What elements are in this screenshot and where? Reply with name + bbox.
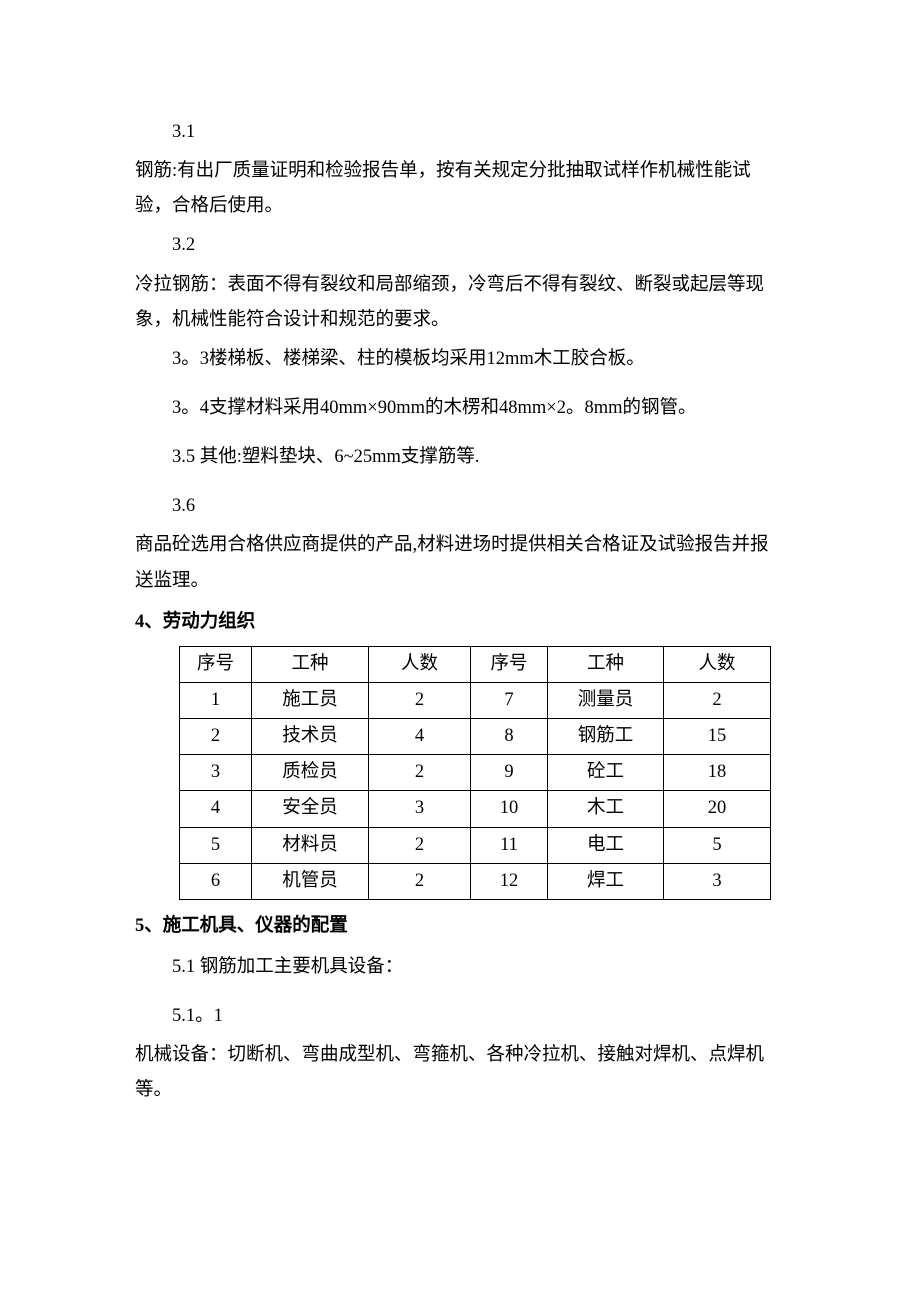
table-cell: 2 <box>369 827 471 863</box>
th-idx1: 序号 <box>180 646 252 682</box>
table-cell: 3 <box>664 863 771 899</box>
table-cell: 2 <box>664 682 771 718</box>
table-cell: 5 <box>180 827 252 863</box>
table-cell: 木工 <box>548 791 664 827</box>
th-count2: 人数 <box>664 646 771 682</box>
table-cell: 测量员 <box>548 682 664 718</box>
table-cell: 5 <box>664 827 771 863</box>
table-row: 4安全员310木工20 <box>180 791 771 827</box>
table-cell: 6 <box>180 863 252 899</box>
section-3-1-num: 3.1 <box>135 115 785 150</box>
table-cell: 砼工 <box>548 755 664 791</box>
table-cell: 钢筋工 <box>548 719 664 755</box>
table-cell: 施工员 <box>252 682 369 718</box>
table-cell: 焊工 <box>548 863 664 899</box>
table-cell: 技术员 <box>252 719 369 755</box>
table-row: 2技术员48钢筋工15 <box>180 719 771 755</box>
table-row: 5材料员211电工5 <box>180 827 771 863</box>
table-row: 3质检员29砼工18 <box>180 755 771 791</box>
table-cell: 15 <box>664 719 771 755</box>
table-cell: 2 <box>369 863 471 899</box>
table-cell: 3 <box>180 755 252 791</box>
th-idx2: 序号 <box>471 646 548 682</box>
section-3-6-text: 商品砼选用合格供应商提供的产品,材料进场时提供相关合格证及试验报告并报送监理。 <box>135 528 785 598</box>
section-3-6-num: 3.6 <box>135 489 785 524</box>
table-cell: 8 <box>471 719 548 755</box>
table-cell: 4 <box>180 791 252 827</box>
table-cell: 质检员 <box>252 755 369 791</box>
section-3-1-text: 钢筋:有出厂质量证明和检验报告单，按有关规定分批抽取试样作机械性能试验，合格后使… <box>135 154 785 224</box>
section-5-1-1-num: 5.1。1 <box>135 999 785 1034</box>
heading-4: 4、劳动力组织 <box>135 605 785 640</box>
section-5-1: 5.1 钢筋加工主要机具设备： <box>135 950 785 985</box>
table-cell: 材料员 <box>252 827 369 863</box>
section-3-5: 3.5 其他:塑料垫块、6~25mm支撑筋等. <box>135 440 785 475</box>
table-cell: 安全员 <box>252 791 369 827</box>
th-type1: 工种 <box>252 646 369 682</box>
section-3-2-num: 3.2 <box>135 228 785 263</box>
table-cell: 11 <box>471 827 548 863</box>
table-cell: 10 <box>471 791 548 827</box>
th-count1: 人数 <box>369 646 471 682</box>
table-cell: 18 <box>664 755 771 791</box>
labor-table: 序号 工种 人数 序号 工种 人数 1施工员27测量员22技术员48钢筋工153… <box>179 646 771 900</box>
section-3-3: 3。3楼梯板、楼梯梁、柱的模板均采用12mm木工胶合板。 <box>135 342 785 377</box>
table-row: 1施工员27测量员2 <box>180 682 771 718</box>
table-cell: 电工 <box>548 827 664 863</box>
section-3-4: 3。4支撑材料采用40mm×90mm的木楞和48mm×2。8mm的钢管。 <box>135 391 785 426</box>
table-cell: 12 <box>471 863 548 899</box>
table-cell: 2 <box>369 755 471 791</box>
table-cell: 20 <box>664 791 771 827</box>
heading-5: 5、施工机具、仪器的配置 <box>135 909 785 944</box>
table-cell: 机管员 <box>252 863 369 899</box>
table-cell: 2 <box>369 682 471 718</box>
table-cell: 1 <box>180 682 252 718</box>
section-3-2-text: 冷拉钢筋：表面不得有裂纹和局部缩颈，冷弯后不得有裂纹、断裂或起层等现象，机械性能… <box>135 268 785 338</box>
table-row: 6机管员212焊工3 <box>180 863 771 899</box>
table-header-row: 序号 工种 人数 序号 工种 人数 <box>180 646 771 682</box>
th-type2: 工种 <box>548 646 664 682</box>
table-cell: 9 <box>471 755 548 791</box>
table-cell: 2 <box>180 719 252 755</box>
table-cell: 4 <box>369 719 471 755</box>
section-5-1-1-text: 机械设备：切断机、弯曲成型机、弯箍机、各种冷拉机、接触对焊机、点焊机等。 <box>135 1038 785 1108</box>
table-cell: 3 <box>369 791 471 827</box>
table-cell: 7 <box>471 682 548 718</box>
